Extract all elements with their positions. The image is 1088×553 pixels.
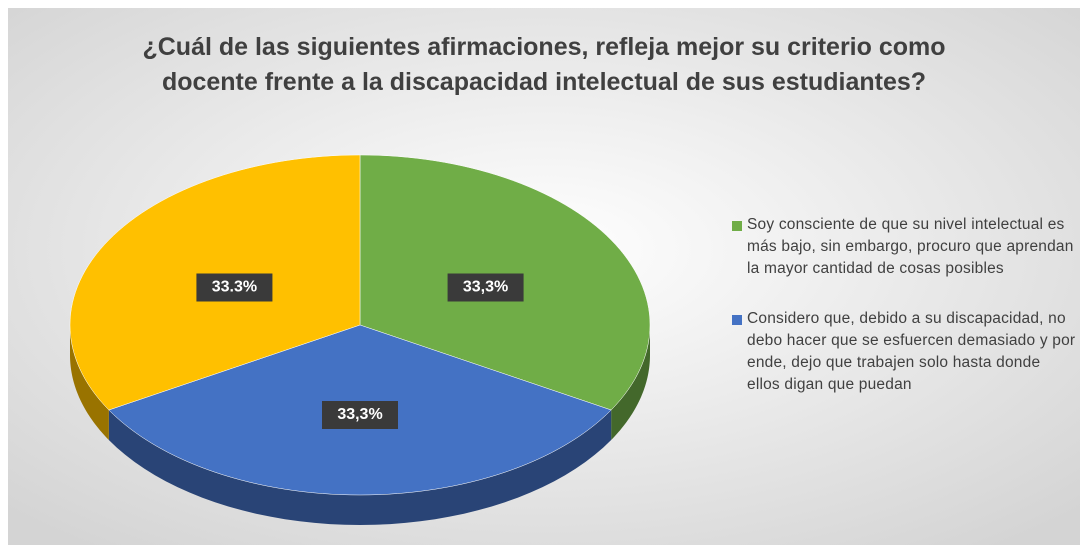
data-label: 33.3%: [212, 279, 257, 296]
legend-label: Considero que, debido a su discapacidad,…: [747, 310, 1076, 393]
chart-title: ¿Cuál de las siguientes afirmaciones, re…: [142, 33, 946, 96]
data-label: 33,3%: [463, 279, 508, 296]
legend-item: Considero que, debido a su discapacidad,…: [732, 308, 1077, 396]
slice-side: [70, 325, 109, 440]
data-label-box: [447, 273, 524, 302]
data-label: 33,3%: [337, 406, 382, 423]
slice-side: [611, 325, 650, 440]
legend-swatch: [732, 221, 742, 231]
data-label-box: [196, 273, 273, 302]
legend-item: Soy consciente de que su nivel intelectu…: [732, 214, 1077, 280]
legend-swatch: [732, 315, 742, 325]
legend: Soy consciente de que su nivel intelectu…: [732, 214, 1077, 424]
data-label-box: [322, 401, 398, 429]
slice-side: [108, 410, 612, 525]
legend-label: Soy consciente de que su nivel intelectu…: [747, 216, 1074, 277]
